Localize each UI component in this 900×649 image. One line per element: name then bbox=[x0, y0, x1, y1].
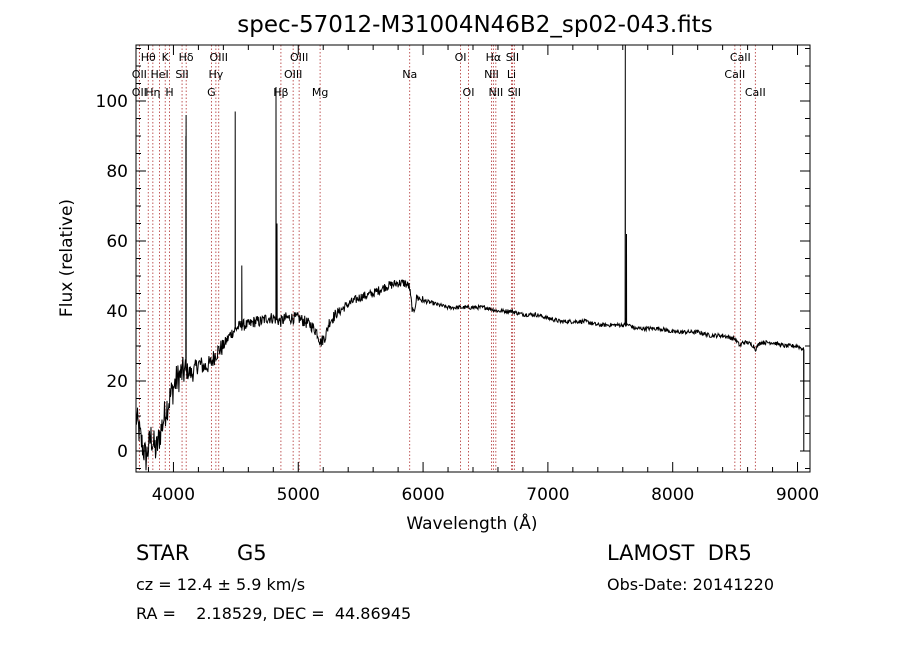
y-axis-label: Flux (relative) bbox=[57, 199, 77, 317]
object-class: STAR bbox=[136, 541, 190, 565]
x-axis: 4000 5000 6000 7000 8000 9000 bbox=[147, 45, 819, 505]
spectral-line-label: Hθ bbox=[141, 51, 156, 64]
y-tick-label: 100 bbox=[96, 92, 128, 112]
spectral-line-label: OIII bbox=[284, 68, 302, 81]
spectrum-chart: spec-57012-M31004N46B2_sp02-043.fits Hθ O… bbox=[57, 12, 819, 534]
chart-title: spec-57012-M31004N46B2_sp02-043.fits bbox=[237, 12, 712, 38]
y-tick-label: 0 bbox=[117, 442, 128, 462]
spectral-line-label: CaII bbox=[724, 68, 745, 81]
x-tick-label: 7000 bbox=[526, 485, 569, 505]
redshift-cz: cz = 12.4 ± 5.9 km/s bbox=[136, 575, 306, 594]
survey-release: LAMOST DR5 bbox=[607, 541, 752, 565]
y-tick-label: 20 bbox=[106, 372, 128, 392]
y-tick-label: 60 bbox=[106, 232, 128, 252]
spectral-line-label: OI bbox=[455, 51, 467, 64]
x-tick-label: 6000 bbox=[401, 485, 444, 505]
spectral-line-label: SII bbox=[508, 86, 521, 99]
x-axis-label: Wavelength (Å) bbox=[406, 512, 537, 534]
x-tick-label: 8000 bbox=[651, 485, 694, 505]
x-tick-label: 5000 bbox=[277, 485, 320, 505]
spectral-line-label: NII bbox=[484, 68, 499, 81]
spectral-line-label: HeI bbox=[150, 68, 168, 81]
plot-frame bbox=[135, 44, 811, 473]
spectral-line-label: OIII bbox=[290, 51, 308, 64]
x-tick-label: 9000 bbox=[776, 485, 819, 505]
y-tick-label: 80 bbox=[106, 162, 128, 182]
y-axis: 0 20 40 60 80 100 bbox=[96, 48, 810, 469]
spectral-line-label: OI bbox=[463, 86, 475, 99]
spectral-line-label: OII bbox=[132, 68, 147, 81]
spectral-line-label: Hδ bbox=[179, 51, 194, 64]
spectral-line-label: NII bbox=[488, 86, 503, 99]
spectrum bbox=[135, 44, 805, 471]
spectral-line-label: OIII bbox=[210, 51, 228, 64]
spectral-line-label: K bbox=[162, 51, 170, 64]
spectral-line-label: Hα bbox=[486, 51, 502, 64]
spectral-line-label: G bbox=[207, 86, 216, 99]
spectral-line-label: Hη bbox=[145, 86, 160, 99]
spectral-line-label: Na bbox=[402, 68, 417, 81]
spectral-line-label: SII bbox=[175, 68, 188, 81]
x-tick-label: 4000 bbox=[152, 485, 195, 505]
spectral-line-label: H bbox=[165, 86, 173, 99]
coordinates: RA = 2.18529, DEC = 44.86945 bbox=[136, 604, 412, 623]
y-tick-label: 40 bbox=[106, 302, 128, 322]
spectral-line-label: Li bbox=[507, 68, 516, 81]
spectral-line-label: CaII bbox=[730, 51, 751, 64]
observation-date: Obs-Date: 20141220 bbox=[607, 575, 775, 594]
spectral-line-label: Hβ bbox=[273, 86, 288, 99]
object-subclass: G5 bbox=[237, 541, 267, 565]
spectral-line-label: Mg bbox=[312, 86, 328, 99]
spectrum-line bbox=[135, 44, 805, 471]
spectral-line-label: Hγ bbox=[208, 68, 223, 81]
spectral-line-label: SII bbox=[506, 51, 519, 64]
spectral-line-markers bbox=[138, 45, 756, 472]
spectral-line-label: CaII bbox=[745, 86, 766, 99]
